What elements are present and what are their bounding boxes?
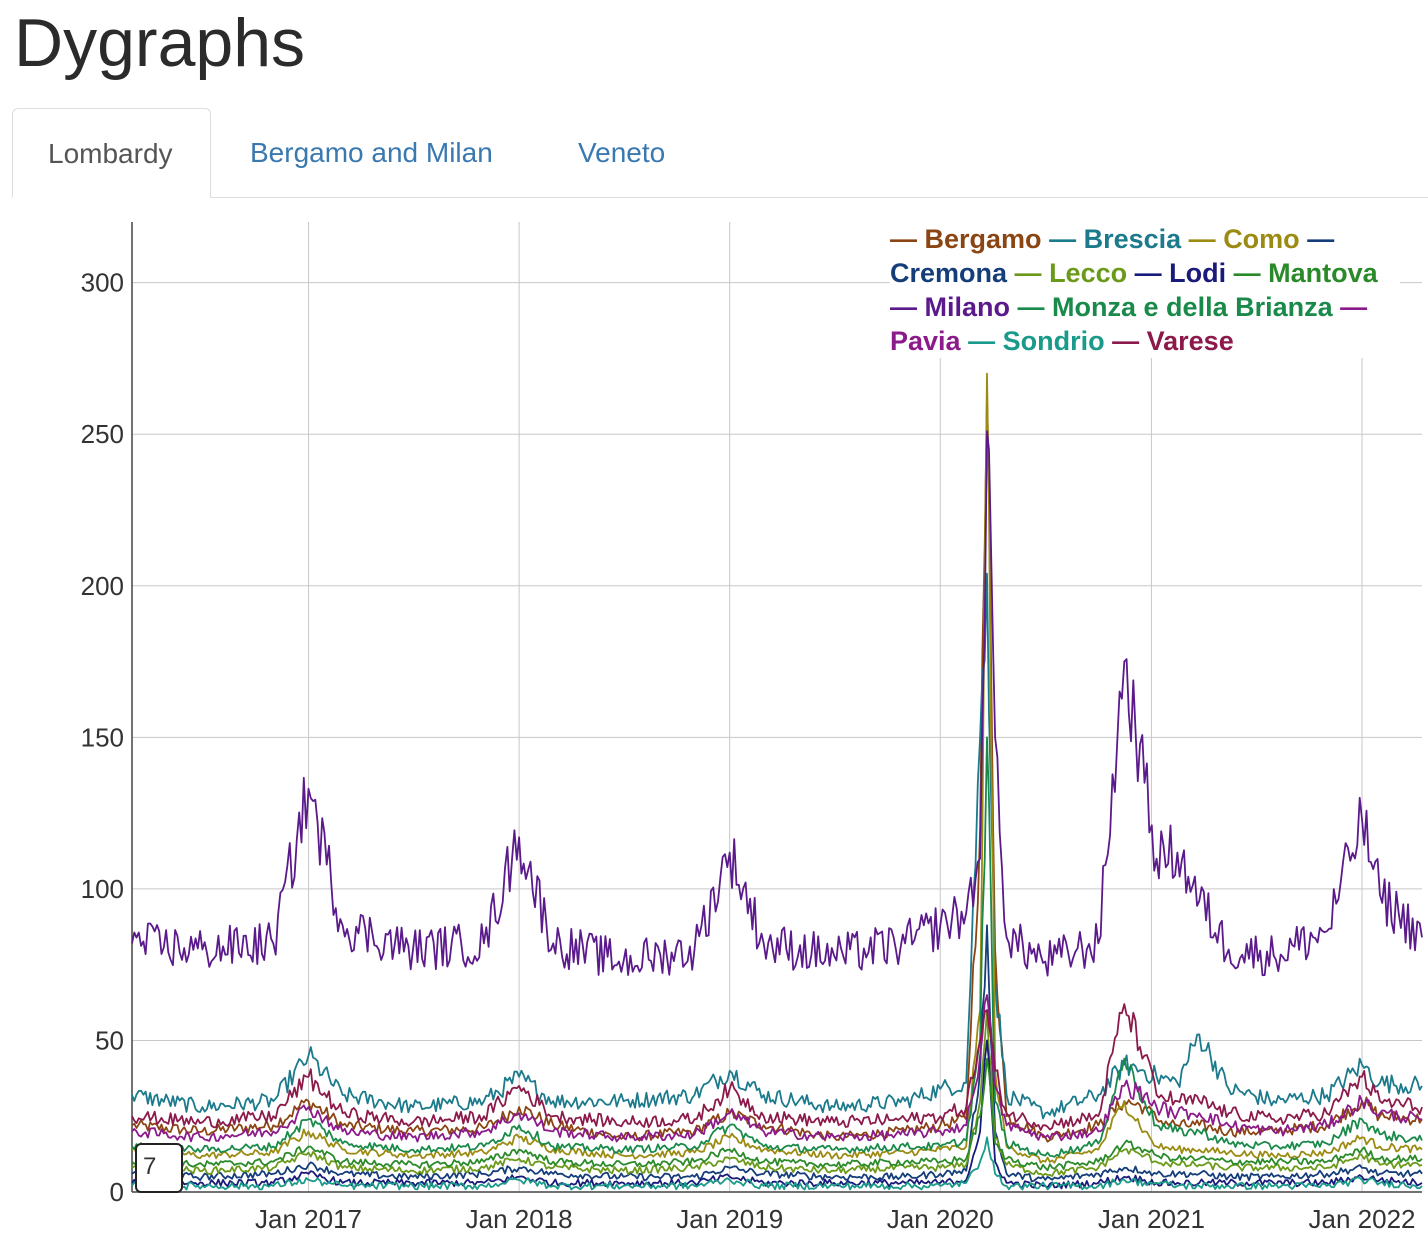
legend-swatch: — bbox=[1049, 224, 1077, 254]
legend-item-sondrio: — Sondrio bbox=[968, 326, 1105, 356]
series-line-monza-e-della-brianza bbox=[131, 736, 1423, 1158]
legend-swatch: — bbox=[1340, 292, 1368, 322]
tab-veneto[interactable]: Veneto bbox=[578, 137, 666, 168]
legend-swatch: — bbox=[1017, 292, 1045, 322]
y-tick-label: 50 bbox=[95, 1025, 124, 1055]
x-tick-label: Jan 2022 bbox=[1309, 1204, 1416, 1234]
legend-item-brescia: — Brescia bbox=[1049, 224, 1181, 254]
series-line-sondrio bbox=[131, 1136, 1423, 1191]
legend-item-lecco: — Lecco bbox=[1015, 258, 1128, 288]
legend-swatch: — bbox=[1134, 258, 1162, 288]
series-line-milano bbox=[131, 430, 1423, 977]
legend-swatch: — bbox=[1188, 224, 1216, 254]
legend-label: Sondrio bbox=[1002, 326, 1105, 356]
y-tick-label: 200 bbox=[81, 571, 124, 601]
legend-item-varese: — Varese bbox=[1112, 326, 1234, 356]
legend-label: Cremona bbox=[890, 258, 1008, 288]
legend-swatch: — bbox=[968, 326, 996, 356]
series-line-varese bbox=[131, 1003, 1423, 1131]
legend-label: Brescia bbox=[1083, 224, 1182, 254]
series-line-bergamo bbox=[131, 390, 1423, 1143]
legend-label: Bergamo bbox=[924, 224, 1042, 254]
series-line-pavia bbox=[131, 994, 1422, 1143]
x-tick-label: Jan 2020 bbox=[887, 1204, 994, 1234]
legend-swatch: — bbox=[1112, 326, 1140, 356]
series-line-mantova bbox=[131, 1057, 1423, 1172]
legend-label: Milano bbox=[924, 292, 1011, 322]
legend-label: Lecco bbox=[1049, 258, 1128, 288]
legend-label: Como bbox=[1223, 224, 1300, 254]
x-tick-label: Jan 2017 bbox=[255, 1204, 362, 1234]
legend-label: Pavia bbox=[890, 326, 961, 356]
series-line-brescia bbox=[131, 572, 1423, 1120]
x-tick-label: Jan 2019 bbox=[676, 1204, 783, 1234]
x-tick-label: Jan 2018 bbox=[466, 1204, 573, 1234]
chart-legend: — Bergamo — Brescia — Como — Cremona — L… bbox=[890, 222, 1400, 358]
tab-lombardy[interactable]: Lombardy bbox=[12, 108, 211, 198]
legend-item-bergamo: — Bergamo bbox=[890, 224, 1042, 254]
y-tick-label: 100 bbox=[81, 874, 124, 904]
x-tick-label: Jan 2021 bbox=[1098, 1204, 1205, 1234]
series-line-lodi bbox=[131, 1039, 1423, 1190]
legend-swatch: — bbox=[1307, 224, 1335, 254]
legend-label: Monza e della Brianza bbox=[1052, 292, 1333, 322]
legend-swatch: — bbox=[1014, 258, 1042, 288]
line-chart[interactable]: 0 50 100 150 200 250 300 Jan 2017 Jan 2018 Jan 20… bbox=[0, 215, 1428, 1256]
page-title: Dygraphs bbox=[14, 5, 306, 81]
legend-item-pavia: — Pavia bbox=[890, 292, 1367, 356]
legend-swatch: — bbox=[890, 224, 917, 254]
legend-item-lodi: — Lodi bbox=[1135, 258, 1227, 288]
legend-item-mantova: — Mantova bbox=[1234, 258, 1378, 288]
y-tick-label: 250 bbox=[81, 419, 124, 449]
tab-bar: Lombardy Bergamo and Milan Veneto bbox=[12, 108, 1428, 198]
y-tick-label: 0 bbox=[110, 1177, 124, 1207]
series-line-lecco bbox=[131, 1009, 1423, 1177]
legend-item-como: — Como bbox=[1189, 224, 1300, 254]
y-tick-label: 150 bbox=[81, 722, 124, 752]
legend-label: Varese bbox=[1146, 326, 1234, 356]
rolling-period-input[interactable]: 7 bbox=[135, 1143, 183, 1193]
series-line-cremona bbox=[131, 924, 1423, 1183]
y-tick-label: 300 bbox=[81, 268, 124, 298]
legend-swatch: — bbox=[1233, 258, 1261, 288]
legend-item-monza-e-della-brianza: — Monza e della Brianza bbox=[1018, 292, 1333, 322]
tab-bergamo-and-milan[interactable]: Bergamo and Milan bbox=[250, 137, 493, 168]
legend-swatch: — bbox=[890, 292, 917, 322]
series-line-como bbox=[131, 372, 1423, 1164]
legend-item-cremona: — Cremona bbox=[890, 224, 1334, 288]
legend-label: Lodi bbox=[1169, 258, 1227, 288]
legend-item-milano: — Milano bbox=[890, 292, 1010, 322]
legend-label: Mantova bbox=[1268, 258, 1378, 288]
